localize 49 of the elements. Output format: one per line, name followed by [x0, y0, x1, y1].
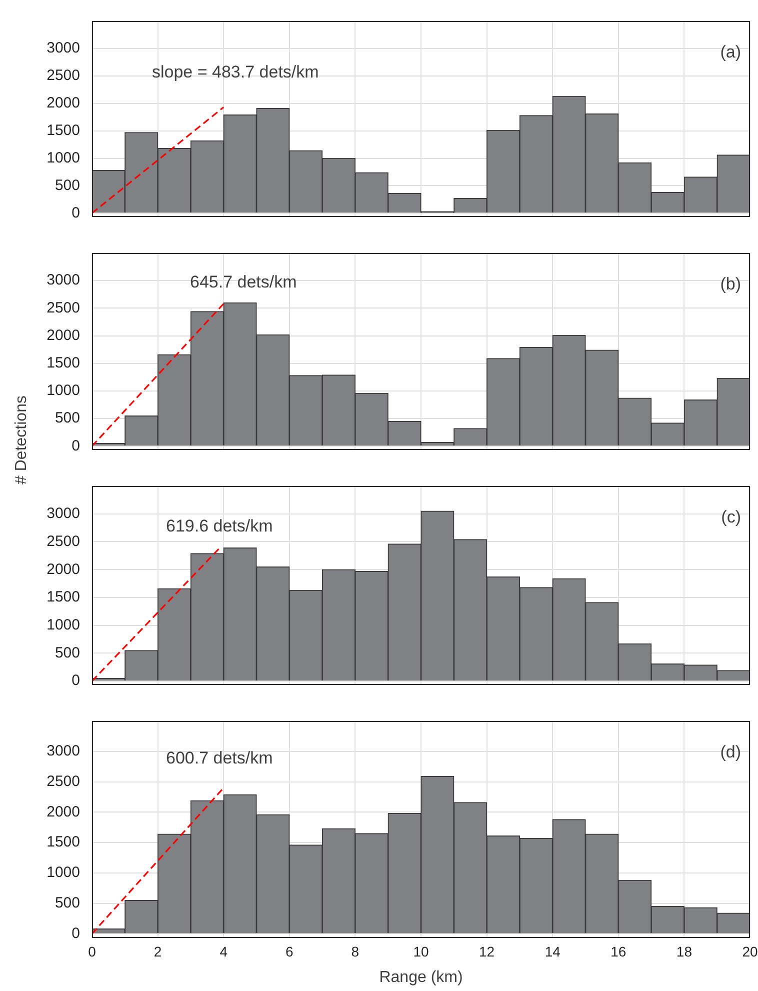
y-tick-label: 2000	[46, 94, 80, 112]
y-tick-label: 2500	[46, 67, 80, 84]
x-tick-label: 0	[88, 943, 96, 960]
y-tick-label: 0	[72, 437, 80, 454]
y-tick-label: 0	[72, 204, 80, 222]
y-tick-label: 1000	[46, 864, 80, 882]
annotation: (b)	[720, 274, 741, 294]
y-tick-label: 1500	[46, 588, 80, 606]
x-tick-label: 16	[610, 943, 626, 960]
y-tick-label: 1500	[46, 122, 80, 139]
y-axis-title: # Detections	[13, 396, 31, 484]
x-tick-label: 4	[220, 943, 228, 960]
y-tick-label: 2000	[46, 560, 80, 578]
annotation: slope = 483.7 dets/km	[152, 62, 319, 82]
y-tick-label: 3000	[46, 742, 80, 760]
y-tick-label: 2000	[46, 803, 80, 820]
x-tick-label: 18	[676, 943, 692, 960]
y-tick-label: 1000	[46, 149, 80, 166]
y-tick-label: 1000	[46, 616, 80, 634]
y-tick-label: 3000	[46, 505, 80, 522]
y-tick-label: 1000	[46, 382, 80, 400]
y-tick-label: 0	[72, 924, 80, 942]
x-axis-title: Range (km)	[379, 968, 463, 986]
y-tick-label: 3000	[46, 272, 80, 289]
x-tick-label: 10	[413, 943, 429, 960]
y-tick-label: 2500	[46, 299, 80, 316]
y-tick-label: 2500	[46, 772, 80, 790]
annotation: (c)	[721, 508, 741, 527]
annotation: 600.7 dets/km	[166, 748, 273, 768]
y-tick-label: 500	[54, 176, 80, 194]
y-tick-label: 500	[54, 894, 80, 912]
x-tick-label: 8	[351, 943, 360, 960]
annotation: 645.7 dets/km	[190, 272, 297, 292]
annotation: 619.6 dets/km	[166, 516, 273, 536]
y-tick-label: 3000	[46, 40, 80, 57]
x-tick-label: 20	[742, 943, 758, 960]
x-tick-label: 2	[154, 943, 162, 960]
y-tick-label: 1500	[46, 834, 80, 851]
x-tick-label: 12	[479, 943, 495, 960]
y-tick-label: 1500	[46, 354, 80, 372]
x-tick-label: 14	[544, 943, 561, 960]
y-tick-label: 0	[72, 672, 80, 690]
y-tick-label: 500	[54, 410, 80, 427]
annotation: (a)	[720, 42, 741, 62]
y-tick-label: 500	[54, 644, 80, 662]
annotation: (d)	[720, 742, 741, 762]
y-tick-label: 2000	[46, 326, 80, 344]
y-tick-label: 2500	[46, 532, 80, 550]
x-tick-label: 6	[286, 943, 294, 960]
